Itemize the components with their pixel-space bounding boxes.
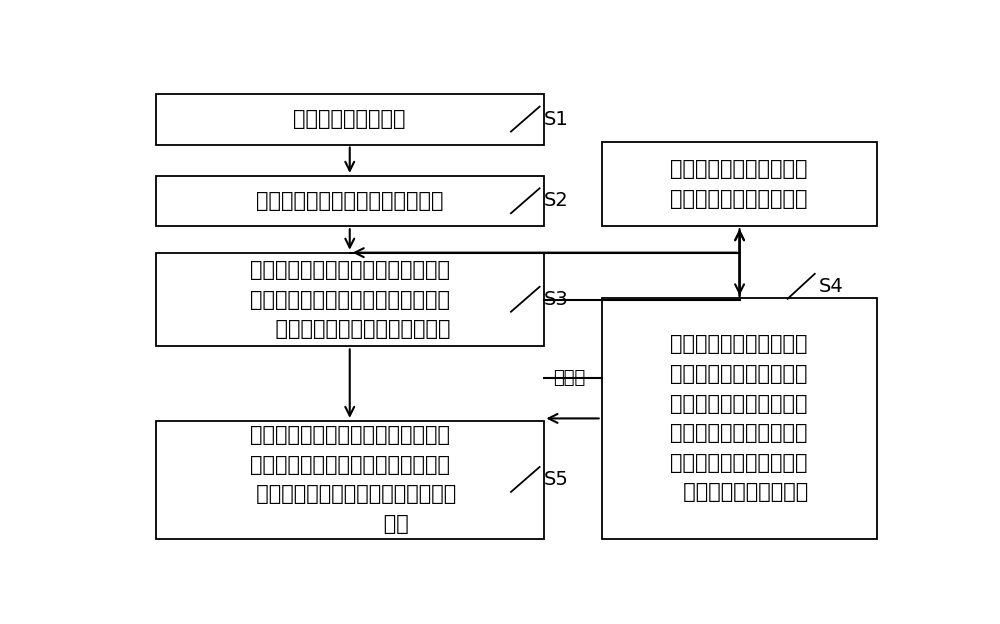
FancyBboxPatch shape [156,176,544,227]
Text: 根据骨架模型，从储气筒总成模块的
总成库和阀件总成模块的总成库中选
    择所需要的元器件总成进行布置: 根据骨架模型，从储气筒总成模块的 总成库和阀件总成模块的总成库中选 择所需要的元… [249,260,450,339]
Text: S1: S1 [544,110,568,129]
FancyBboxPatch shape [602,298,877,539]
FancyBboxPatch shape [156,421,544,539]
Text: 根据当前所需制动系统的原理，从管
路总成模块的总成库中选择管线进行
  连接，形成当前所需制动系统的三维
              模型: 根据当前所需制动系统的原理，从管 路总成模块的总成库中选择管线进行 连接，形成当… [243,426,456,534]
Text: 在储气筒总成模块的总成
库、阀件总成模块的总成
库中均不存在所需元器件
总成时，创建所需元器件
总成的三维模型、工程二
  维图、以及元器件明细: 在储气筒总成模块的总成 库、阀件总成模块的总成 库中均不存在所需元器件 总成时，… [670,334,808,502]
Text: S2: S2 [544,192,568,210]
Text: S5: S5 [544,470,568,489]
FancyBboxPatch shape [156,253,544,346]
Text: 根据默认目标安装整车的骨架模型: 根据默认目标安装整车的骨架模型 [256,191,444,211]
Text: 不存在: 不存在 [553,369,585,387]
Text: S4: S4 [819,277,843,296]
Text: S3: S3 [544,290,568,309]
Text: 确定整车的默认坐标: 确定整车的默认坐标 [294,109,406,129]
FancyBboxPatch shape [156,94,544,145]
FancyBboxPatch shape [602,142,877,227]
Text: 储气筒总成模块的总成库
和阀件总成模块的总成库: 储气筒总成模块的总成库 和阀件总成模块的总成库 [670,159,808,209]
